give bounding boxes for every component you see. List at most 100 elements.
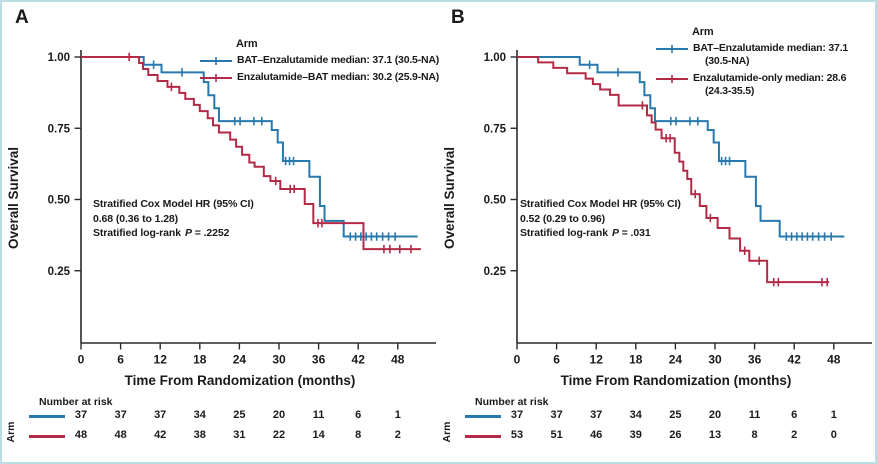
- x-tick-label: 48: [391, 353, 405, 367]
- risk-count: 0: [830, 429, 837, 441]
- legend-b: Arm BAT–Enzalutamide median: 37.1 (30.5-N…: [655, 26, 848, 102]
- x-axis-title: Time From Randomization (months): [561, 373, 792, 388]
- risk-count: 2: [791, 429, 798, 441]
- stats-logrank: Stratified log-rank P = .031: [520, 227, 651, 239]
- legend-line-marker: [200, 74, 232, 82]
- risk-count: 31: [233, 429, 246, 441]
- x-axis-title: Time From Randomization (months): [125, 373, 356, 388]
- risk-count: 37: [114, 409, 127, 421]
- km-curve: [517, 56, 830, 284]
- legend-title: Arm: [236, 38, 258, 50]
- risk-count: 25: [669, 409, 682, 421]
- risk-row-arm-marker: [29, 435, 65, 438]
- x-tick-label: 0: [514, 353, 521, 367]
- km-curve: [81, 56, 421, 251]
- legend-line-marker: [656, 75, 688, 83]
- risk-table-title: Number at risk: [475, 396, 549, 408]
- y-tick-label: 0.50: [484, 195, 506, 207]
- x-tick-label: 12: [590, 353, 604, 367]
- legend-entry: Enzalutamide–BAT median: 30.2 (25.9-NA): [199, 71, 439, 84]
- risk-count: 37: [510, 409, 524, 421]
- risk-count: 48: [74, 429, 88, 441]
- risk-count: 48: [114, 429, 127, 441]
- x-tick-label: 36: [748, 353, 762, 367]
- x-tick-label: 6: [117, 353, 124, 367]
- legend-entry-label: Enzalutamide–BAT median: 30.2 (25.9-NA): [237, 71, 440, 83]
- risk-count: 26: [669, 429, 682, 441]
- y-tick-label: 0.50: [48, 195, 70, 207]
- km-plot-b: 1.00 0.75 0.50 0.25 0 6 12 18 24 30 36 42 48 Time Fro…: [442, 50, 872, 388]
- number-at-risk-table-a: Number at risk Arm 37 37 37 34 25 20 11 6 1 48 48 4…: [3, 394, 439, 462]
- legend-line-marker: [200, 57, 232, 65]
- legend-line-marker: [656, 45, 688, 53]
- number-at-risk-table-b: Number at risk Arm 37 37 37 34 25 20 11 6 1 53 51 4…: [439, 394, 875, 462]
- legend-a: Arm BAT–Enzalutamide median: 37.1 (30.5-…: [199, 38, 439, 88]
- risk-count: 8: [751, 429, 758, 441]
- x-tick-label: 6: [553, 353, 560, 367]
- risk-count: 51: [550, 429, 563, 441]
- risk-row: 37 37 37 34 25 20 11 6 1: [439, 408, 875, 426]
- x-tick-label: 12: [154, 353, 168, 367]
- risk-count: 37: [154, 409, 167, 421]
- risk-row-arm-marker: [29, 415, 65, 418]
- x-tick-label: 30: [708, 353, 722, 367]
- risk-count: 13: [708, 429, 722, 441]
- legend-entry: BAT–Enzalutamide median: 37.1 (30.5-NA): [655, 42, 848, 68]
- legend-title: Arm: [692, 26, 714, 38]
- risk-count: 34: [193, 409, 206, 421]
- panel-letter-a: A: [15, 7, 29, 28]
- stats-logrank: Stratified log-rank P = .2252: [93, 227, 230, 239]
- legend-entry: Enzalutamide-only median: 28.6 (24.3-35.5…: [655, 72, 848, 98]
- risk-count: 6: [355, 409, 362, 421]
- x-tick-label: 18: [193, 353, 207, 367]
- risk-row: 53 51 46 39 26 13 8 2 0: [439, 428, 875, 446]
- risk-count: 2: [394, 429, 401, 441]
- risk-count: 37: [590, 409, 603, 421]
- y-tick-label: 0.75: [48, 123, 71, 135]
- risk-table-title: Number at risk: [39, 396, 113, 408]
- risk-count: 37: [550, 409, 563, 421]
- legend-entry-label: (30.5-NA): [705, 55, 750, 67]
- risk-count: 37: [74, 409, 88, 421]
- risk-count: 11: [312, 409, 325, 421]
- risk-count: 6: [791, 409, 798, 421]
- risk-count: 20: [272, 409, 286, 421]
- x-tick-label: 24: [669, 353, 683, 367]
- y-tick-label: 0.25: [48, 266, 71, 278]
- risk-count: 42: [154, 429, 167, 441]
- stats-hr-label: Stratified Cox Model HR (95% CI): [520, 198, 681, 210]
- risk-count: 38: [193, 429, 206, 441]
- risk-count: 8: [355, 429, 362, 441]
- legend-entry-label: BAT–Enzalutamide median: 37.1: [693, 42, 849, 54]
- risk-row-arm-marker: [465, 435, 501, 438]
- y-tick-label: 1.00: [48, 52, 70, 64]
- risk-count: 1: [394, 409, 401, 421]
- x-tick-label: 0: [78, 353, 85, 367]
- x-tick-label: 42: [788, 353, 802, 367]
- y-axis-title: Overall Survival: [442, 147, 457, 249]
- legend-entry-label: BAT–Enzalutamide median: 37.1 (30.5-NA): [237, 54, 440, 66]
- risk-count: 46: [590, 429, 603, 441]
- x-tick-label: 30: [272, 353, 286, 367]
- risk-count: 1: [830, 409, 837, 421]
- stats-annotation-b: Stratified Cox Model HR (95% CI) 0.52 (0…: [520, 197, 681, 241]
- risk-count: 14: [312, 429, 325, 441]
- risk-row: 48 48 42 38 31 22 14 8 2: [3, 428, 439, 446]
- risk-count: 34: [629, 409, 642, 421]
- y-tick-label: 0.75: [484, 123, 507, 135]
- legend-entry-label: Enzalutamide-only median: 28.6: [693, 72, 847, 84]
- panel-letter-b: B: [451, 7, 465, 28]
- y-axis-title: Overall Survival: [6, 147, 21, 249]
- risk-count: 20: [708, 409, 722, 421]
- risk-count: 22: [272, 429, 286, 441]
- y-tick-label: 1.00: [484, 52, 506, 64]
- x-tick-label: 18: [629, 353, 643, 367]
- x-tick-label: 36: [312, 353, 326, 367]
- x-tick-label: 42: [352, 353, 366, 367]
- panel-b: 1.00 0.75 0.50 0.25 0 6 12 18 24 30 36 42 48 Time Fro…: [439, 2, 875, 462]
- panel-a: 1.00 0.75 0.50 0.25 0 6 12 18 24 30 36 42 48 Time Fro…: [3, 2, 439, 462]
- risk-count: 25: [233, 409, 246, 421]
- stats-hr-label: Stratified Cox Model HR (95% CI): [93, 198, 254, 210]
- legend-entry-label: (24.3-35.5): [705, 85, 755, 97]
- legend-entry: BAT–Enzalutamide median: 37.1 (30.5-NA): [199, 54, 439, 67]
